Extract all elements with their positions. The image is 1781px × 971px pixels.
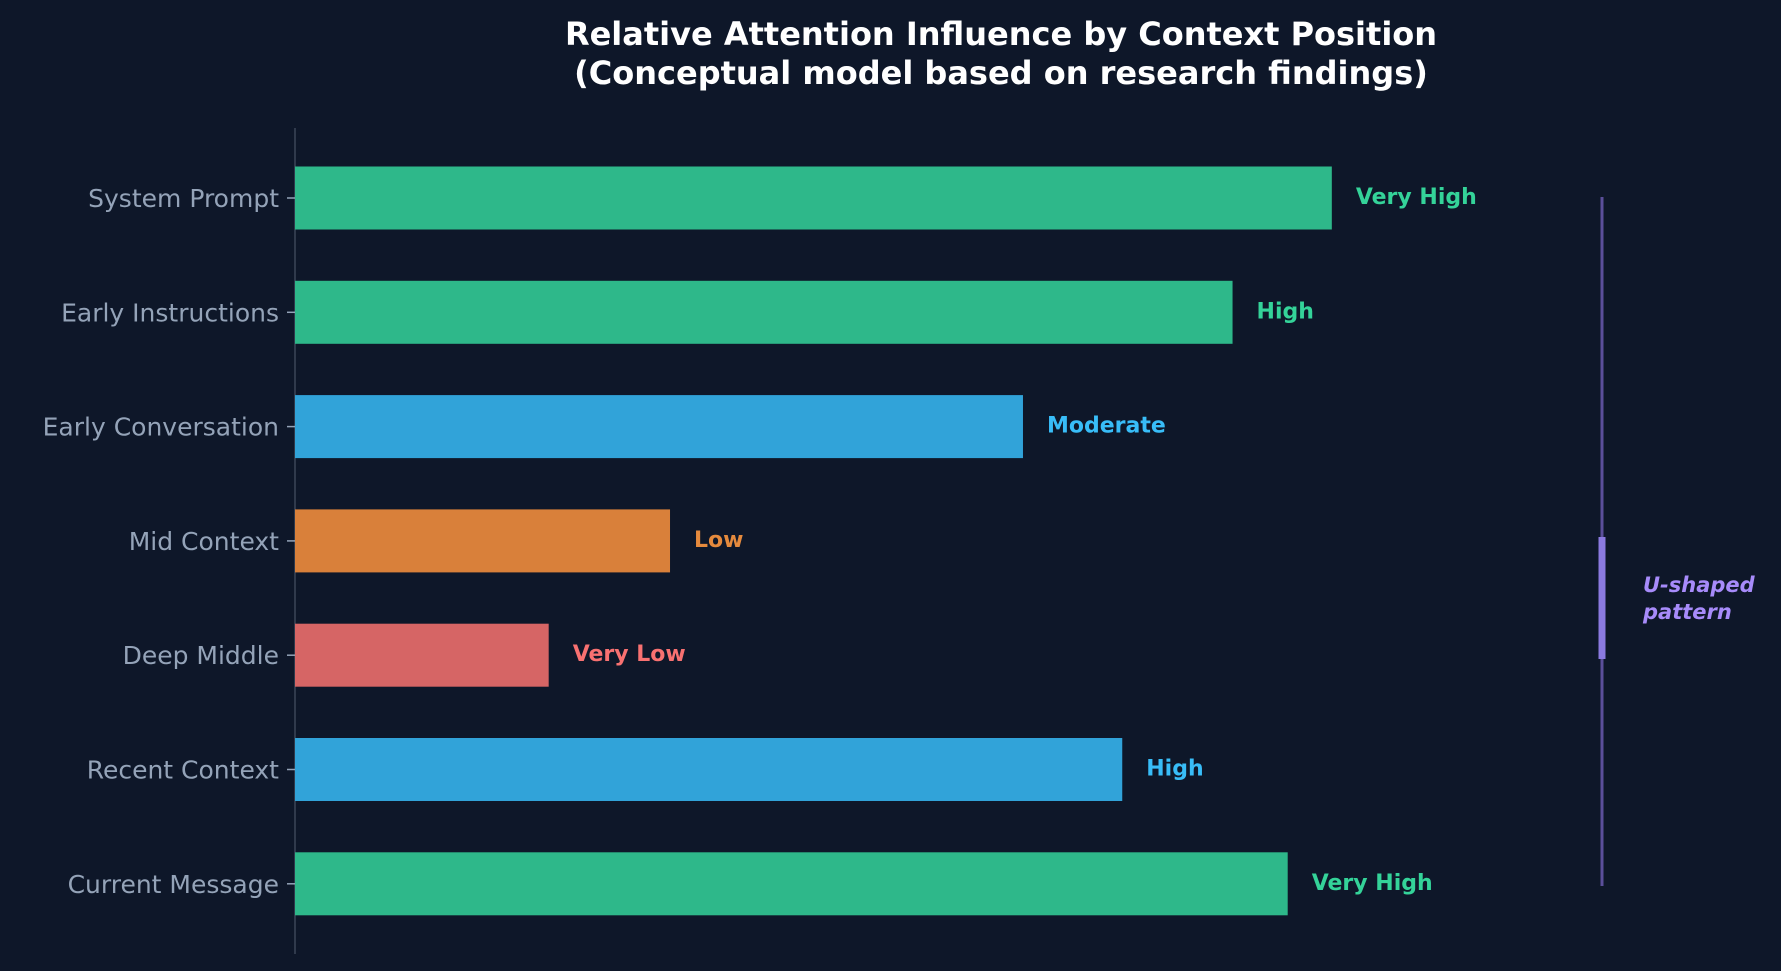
annotation-highlight xyxy=(1598,537,1606,659)
bar xyxy=(295,509,671,573)
bar xyxy=(295,395,1023,459)
data-label: Very Low xyxy=(573,642,686,667)
data-label: High xyxy=(1257,299,1314,324)
chart-title: Relative Attention Influence by Context … xyxy=(565,15,1437,53)
u-shape-annotation: U-shaped pattern xyxy=(1598,197,1756,886)
y-tick-label: System Prompt xyxy=(88,184,279,213)
data-label: Very High xyxy=(1356,185,1477,210)
bar xyxy=(295,852,1288,916)
annotation-text-line2: pattern xyxy=(1642,600,1732,624)
data-label: High xyxy=(1146,757,1203,782)
y-tick-label: Current Message xyxy=(68,870,279,899)
y-tick-label: Early Conversation xyxy=(43,413,279,442)
chart-subtitle: (Conceptual model based on research find… xyxy=(574,54,1428,92)
bar xyxy=(295,280,1233,344)
bar xyxy=(295,623,549,687)
data-label: Moderate xyxy=(1047,414,1166,439)
y-tick-label: Early Instructions xyxy=(61,298,279,327)
bar xyxy=(295,166,1332,230)
data-label: Very High xyxy=(1312,871,1433,896)
bar xyxy=(295,738,1123,801)
data-label: Low xyxy=(694,528,743,553)
y-tick-label: Recent Context xyxy=(87,756,279,785)
annotation-text-line1: U-shaped xyxy=(1643,573,1756,597)
y-tick-label: Deep Middle xyxy=(123,641,279,670)
y-tick-label: Mid Context xyxy=(129,527,279,556)
